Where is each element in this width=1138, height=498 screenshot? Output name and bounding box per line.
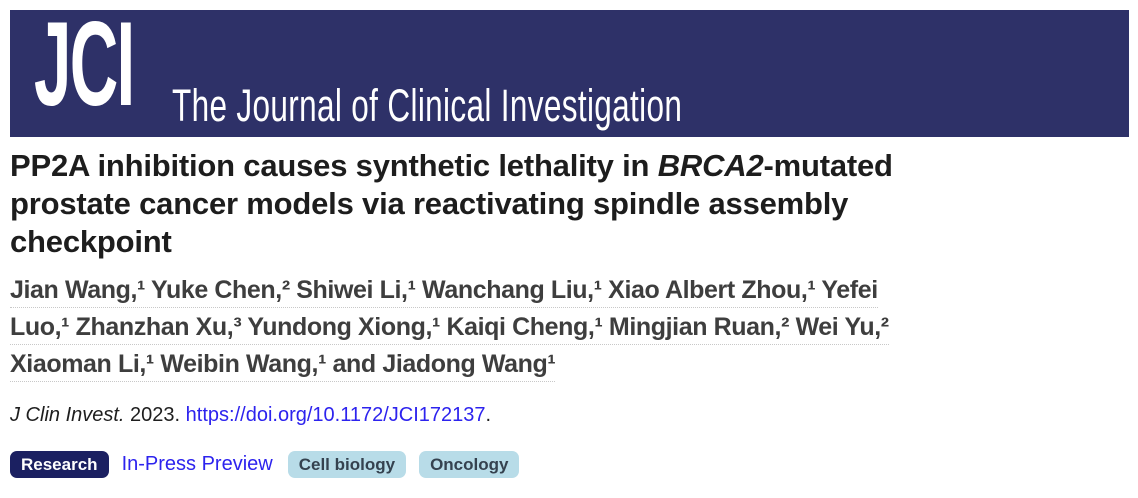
article-title: PP2A inhibition causes synthetic lethali…: [10, 147, 1129, 261]
jci-logo[interactable]: JCI: [34, 10, 135, 131]
citation-period: .: [485, 404, 492, 426]
title-segment-post: -mutated: [763, 148, 893, 183]
author-line-1[interactable]: Jian Wang,¹ Yuke Chen,² Shiwei Li,¹ Wanc…: [10, 276, 878, 308]
journal-name-text: The Journal of Clinical Investigation: [172, 80, 683, 131]
title-segment-pre: PP2A inhibition causes synthetic lethali…: [10, 148, 658, 183]
journal-banner[interactable]: JCI The Journal of Clinical Investigatio…: [10, 10, 1129, 137]
topic-badge-cell-biology[interactable]: Cell biology: [287, 451, 407, 478]
title-line-3: checkpoint: [10, 224, 172, 259]
research-badge[interactable]: Research: [10, 451, 109, 478]
author-line-3[interactable]: Xiaoman Li,¹ Weibin Wang,¹ and Jiadong W…: [10, 350, 556, 382]
inpress-preview-link[interactable]: In-Press Preview: [121, 453, 273, 475]
tag-row: Research In-Press Preview Cell biology O…: [10, 451, 1129, 478]
author-list: Jian Wang,¹ Yuke Chen,² Shiwei Li,¹ Wanc…: [10, 276, 1129, 382]
gene-name-italic: BRCA2: [657, 148, 764, 183]
topic-badge-oncology[interactable]: Oncology: [419, 451, 520, 478]
citation-year: 2023.: [130, 404, 181, 426]
doi-link[interactable]: https://doi.org/10.1172/JCI172137: [185, 404, 486, 426]
citation-line: J Clin Invest. 2023. https://doi.org/10.…: [10, 404, 1129, 427]
author-line-2[interactable]: Luo,¹ Zhanzhan Xu,³ Yundong Xiong,¹ Kaiq…: [10, 313, 889, 345]
article-header-page: JCI The Journal of Clinical Investigatio…: [10, 10, 1129, 478]
citation-journal-abbrev: J Clin Invest.: [10, 404, 125, 426]
title-line-2: prostate cancer models via reactivating …: [10, 186, 849, 221]
